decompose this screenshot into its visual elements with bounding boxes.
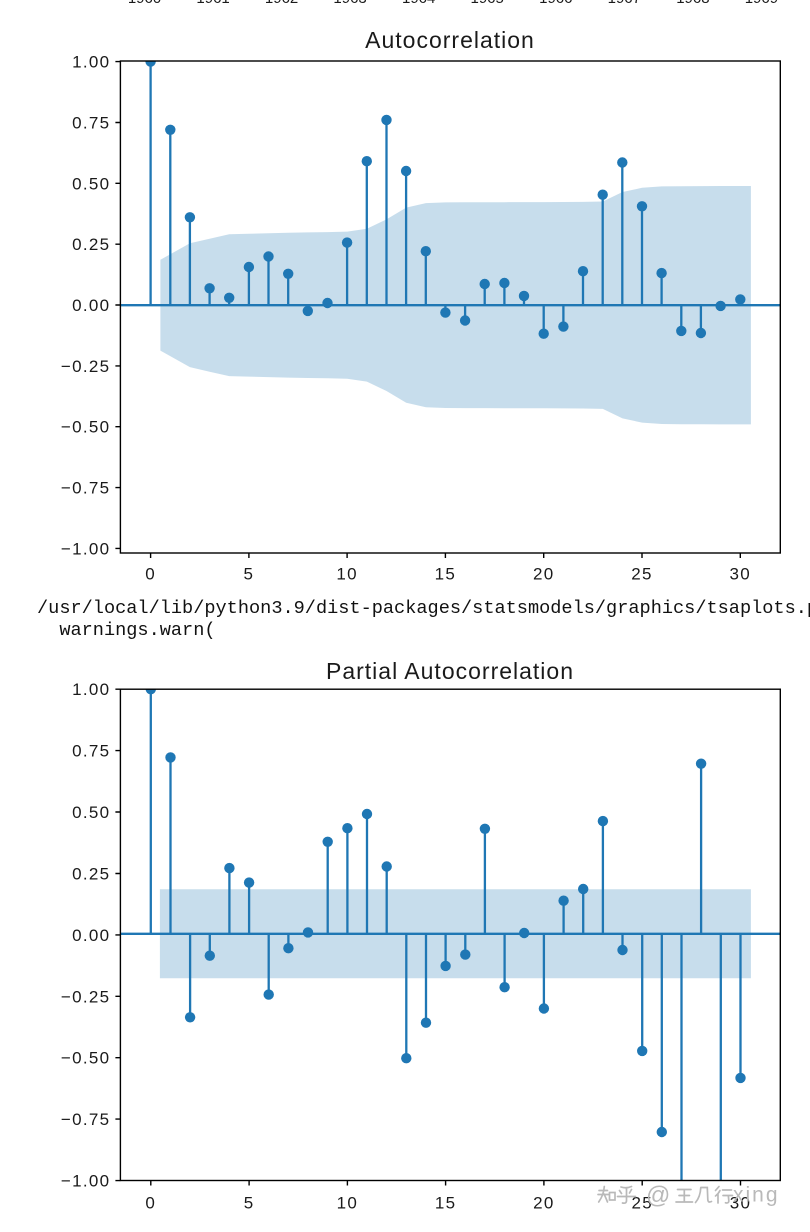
svg-text:1.00: 1.00: [72, 680, 110, 699]
svg-text:25: 25: [631, 565, 653, 584]
svg-text:1966: 1966: [539, 0, 572, 7]
svg-text:1960: 1960: [128, 0, 161, 7]
svg-text:5: 5: [244, 565, 255, 584]
svg-text:/usr/local/lib/python3.9/dist-: /usr/local/lib/python3.9/dist-packages/s…: [37, 598, 810, 619]
svg-text:15: 15: [435, 565, 457, 584]
svg-text:1965: 1965: [471, 0, 504, 7]
svg-text:0.00: 0.00: [72, 926, 110, 945]
svg-text:0.00: 0.00: [72, 296, 110, 315]
svg-text:0.75: 0.75: [72, 113, 110, 132]
svg-text:1969: 1969: [745, 0, 778, 7]
svg-text:−0.50: −0.50: [61, 418, 111, 437]
svg-text:1963: 1963: [333, 0, 366, 7]
svg-text:0.25: 0.25: [72, 865, 110, 884]
svg-text:0.50: 0.50: [72, 803, 110, 822]
svg-text:−0.75: −0.75: [61, 479, 111, 498]
svg-text:−1.00: −1.00: [61, 539, 111, 558]
svg-text:−0.25: −0.25: [61, 987, 111, 1006]
svg-text:0: 0: [145, 1194, 156, 1213]
svg-text:−0.75: −0.75: [61, 1110, 111, 1129]
svg-text:0.75: 0.75: [72, 742, 110, 761]
svg-text:1.00: 1.00: [72, 53, 110, 72]
svg-text:xing: xing: [733, 1184, 780, 1207]
svg-text:1961: 1961: [196, 0, 229, 7]
svg-text:30: 30: [730, 565, 752, 584]
svg-text:20: 20: [533, 565, 555, 584]
svg-text:1967: 1967: [608, 0, 641, 7]
svg-text:0.50: 0.50: [72, 174, 110, 193]
svg-text:1964: 1964: [402, 0, 435, 7]
svg-text:−0.50: −0.50: [61, 1049, 111, 1068]
svg-text:20: 20: [533, 1194, 555, 1213]
svg-text:30: 30: [730, 1194, 752, 1213]
svg-text:10: 10: [337, 1194, 359, 1213]
svg-text:@: @: [646, 1182, 670, 1209]
svg-text:0.25: 0.25: [72, 235, 110, 254]
svg-text:10: 10: [336, 565, 358, 584]
svg-text:15: 15: [435, 1194, 457, 1213]
svg-text:0: 0: [145, 565, 156, 584]
svg-text:Autocorrelation: Autocorrelation: [365, 27, 535, 53]
svg-text:1962: 1962: [265, 0, 298, 7]
svg-text:1968: 1968: [676, 0, 709, 7]
svg-text:Partial Autocorrelation: Partial Autocorrelation: [326, 658, 574, 684]
svg-text:warnings.warn(: warnings.warn(: [37, 620, 216, 641]
svg-text:−0.25: −0.25: [61, 357, 111, 376]
svg-text:5: 5: [244, 1194, 255, 1213]
svg-text:−1.00: −1.00: [61, 1172, 111, 1191]
svg-text:25: 25: [631, 1194, 653, 1213]
